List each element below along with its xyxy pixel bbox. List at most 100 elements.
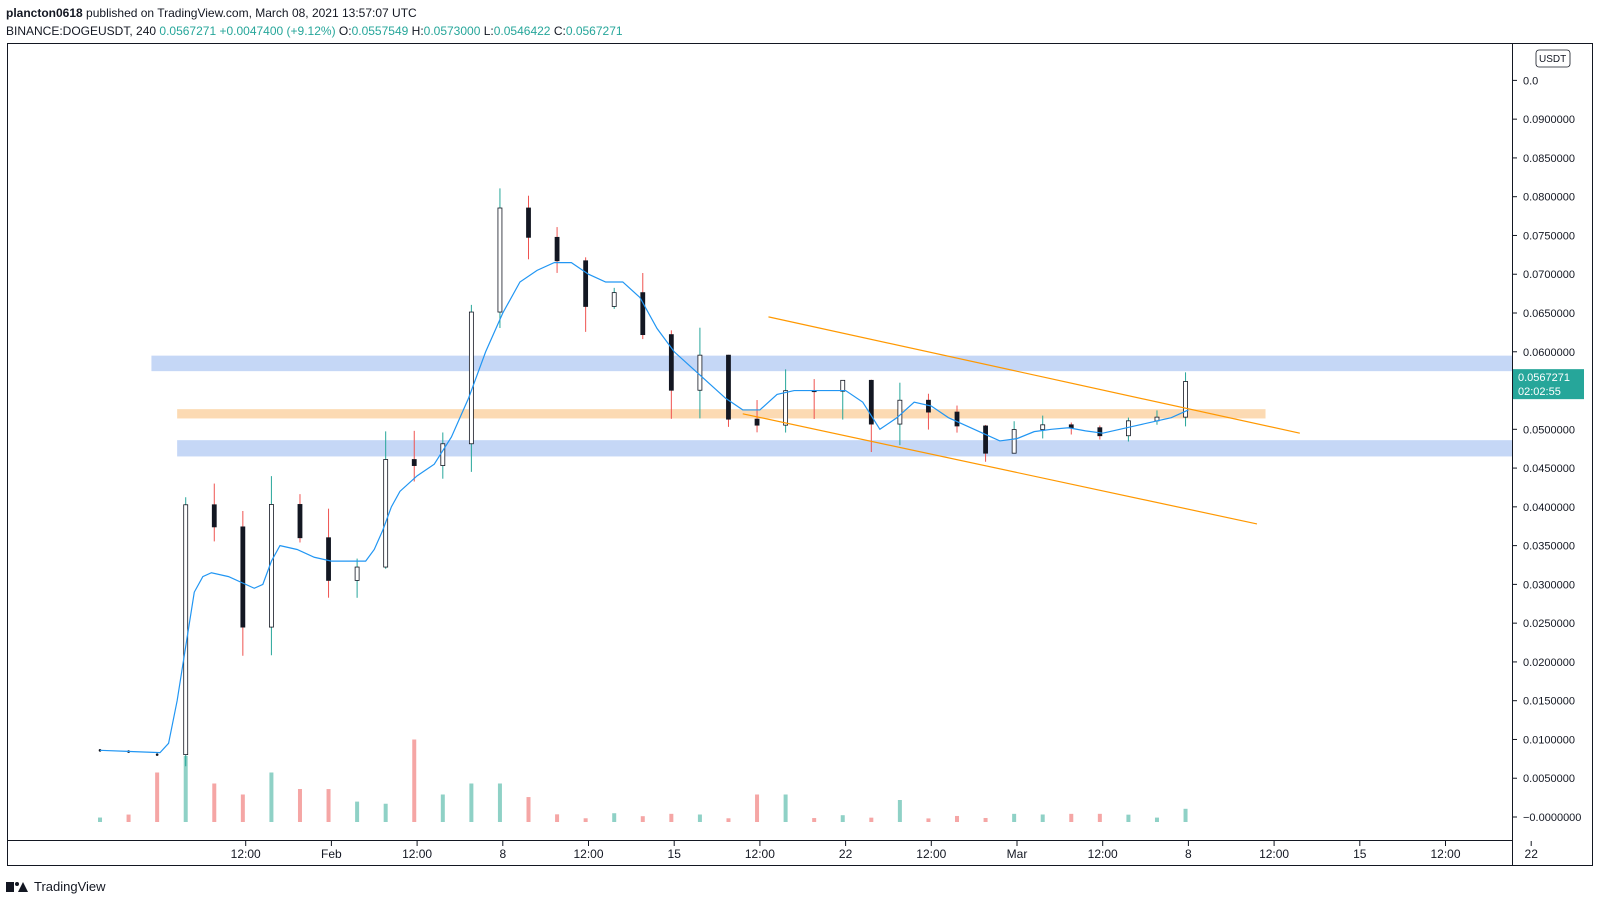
publish-line: plancton0618 published on TradingView.co… — [6, 4, 623, 22]
candle-body — [897, 399, 903, 425]
y-tick-label: 0.0700000 — [1523, 269, 1575, 281]
open-value: 0.0557549 — [351, 24, 409, 38]
high-value: 0.0573000 — [423, 24, 481, 38]
candle-body — [411, 459, 417, 466]
time-axis[interactable]: 12:00 Feb 12:00 8 12:00 15 12:00 22 12:00 Mar 12:0… — [231, 841, 1600, 861]
candle-body — [468, 311, 474, 445]
zone-layer — [151, 355, 1513, 457]
volume-bar — [983, 817, 988, 822]
volume-bar — [1040, 814, 1045, 822]
volume-bar — [840, 815, 845, 822]
x-tick-label: 12:00 — [1430, 847, 1460, 861]
volume-bar — [1097, 813, 1102, 822]
candle-body — [583, 260, 589, 307]
volume-bar — [1183, 808, 1188, 822]
y-tick-label: 0.0450000 — [1523, 463, 1575, 475]
volume-bar — [755, 794, 760, 822]
symbol-label[interactable]: BINANCE:DOGEUSDT, 240 — [6, 24, 157, 38]
volume-bar — [1126, 814, 1131, 822]
volume-bar — [526, 797, 531, 822]
y-tick-label: 0.0750000 — [1523, 230, 1575, 242]
candle-body — [754, 418, 760, 426]
footer-brand[interactable]: TradingView — [34, 879, 106, 894]
candle-body — [726, 354, 731, 420]
currency-badge — [1535, 49, 1571, 68]
candle-body — [297, 504, 303, 539]
volume-bar — [955, 815, 960, 822]
candle-body — [640, 292, 646, 336]
volume-bar — [297, 789, 302, 822]
volume-bar — [697, 814, 702, 822]
y-tick-label: 0.0 — [1523, 75, 1538, 87]
low-value: 0.0546422 — [493, 24, 551, 38]
candle-body — [240, 526, 246, 628]
volume-bar — [469, 783, 474, 822]
volume-bar — [1154, 817, 1159, 822]
volume-bar — [783, 794, 788, 822]
x-tick-label: 12:00 — [573, 847, 603, 861]
volume-bar — [612, 813, 617, 822]
price-tags: 0.0567271 02:02:55 — [1513, 369, 1584, 400]
volume-bar — [412, 739, 417, 822]
y-tick-label: 0.0350000 — [1523, 541, 1575, 553]
currency-label: USDT — [1539, 54, 1566, 65]
y-tick-label: 0.0800000 — [1523, 192, 1575, 204]
candle-body — [783, 390, 789, 426]
volume-bar — [640, 816, 645, 822]
candle-layer — [98, 188, 1188, 767]
x-tick-label: 12:00 — [231, 847, 261, 861]
candle-body — [383, 459, 389, 568]
candle-body — [954, 411, 960, 427]
volume-bar — [669, 813, 674, 822]
volume-bar — [1069, 813, 1074, 822]
zone-pivot — [177, 409, 1266, 419]
close-value: 0.0567271 — [565, 24, 623, 38]
volume-bar — [212, 783, 217, 822]
last-price-label: 0.0567271 — [1518, 372, 1570, 384]
close-label: C: — [553, 24, 566, 38]
x-tick-label: 12:00 — [1259, 847, 1289, 861]
volume-bar — [269, 772, 274, 822]
candle-body — [354, 566, 360, 581]
author-name[interactable]: plancton0618 — [6, 6, 83, 20]
price-axis[interactable]: 0.0900000 0.0850000 0.0800000 0.0750000 0.07… — [1512, 49, 1581, 824]
candle-body — [326, 537, 331, 581]
x-tick-label: 12:00 — [402, 847, 432, 861]
zone-support — [177, 440, 1512, 457]
volume-bar — [555, 814, 560, 822]
tradingview-logo-icon[interactable] — [6, 880, 28, 894]
volume-bar — [183, 756, 188, 822]
volume-bar — [126, 814, 131, 822]
volume-bar — [926, 818, 931, 822]
candle-body — [868, 379, 874, 425]
x-tick-label: 15 — [668, 847, 682, 861]
candle-body — [211, 504, 217, 528]
volume-layer — [98, 739, 1188, 822]
candle-body — [526, 207, 531, 238]
x-tick-label: 15 — [1353, 847, 1367, 861]
last-price-tag — [1513, 369, 1584, 400]
x-tick-label: 12:00 — [745, 847, 775, 861]
volume-bar — [1012, 813, 1017, 822]
bar-countdown-label: 02:02:55 — [1518, 386, 1561, 398]
y-tick-label: 0.0150000 — [1523, 696, 1575, 708]
volume-bar — [897, 800, 902, 822]
y-tick-label: 0.0300000 — [1523, 579, 1575, 591]
high-label: H: — [411, 24, 424, 38]
candle-body — [1040, 424, 1046, 430]
candle-body — [611, 292, 617, 307]
volume-bar — [497, 783, 502, 822]
trendline-layer — [742, 316, 1300, 525]
candle-body — [554, 236, 560, 262]
candle-body — [983, 425, 988, 454]
footer: TradingView — [6, 879, 106, 894]
x-tick-label: 12:00 — [916, 847, 946, 861]
volume-bar — [869, 817, 874, 822]
y-tick-label: 0.0500000 — [1523, 424, 1575, 436]
y-tick-label: 0.0900000 — [1523, 114, 1575, 126]
change-value: +0.0047400 (+9.12%) — [219, 24, 336, 38]
y-tick-label: −0.0000000 — [1523, 812, 1581, 824]
x-tick-label: Feb — [321, 847, 342, 861]
lower-trendline — [742, 413, 1258, 525]
